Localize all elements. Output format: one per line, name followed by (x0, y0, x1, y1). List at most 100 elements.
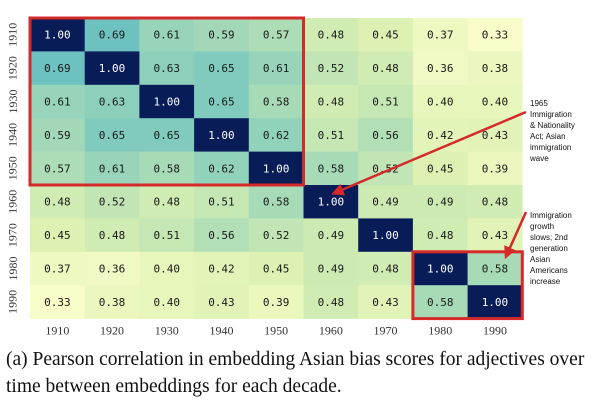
cell-value-label: 0.58 (318, 162, 345, 175)
x-tick-label: 1960 (319, 324, 343, 338)
heatmap-cell (194, 18, 250, 52)
highlight-layer (28, 16, 524, 321)
cell-value-label: 0.57 (44, 162, 71, 175)
cell-value-label: 0.61 (263, 62, 290, 75)
cell-value-label: 0.49 (427, 196, 454, 209)
cell-value-label: 0.38 (99, 296, 126, 309)
cell-value-label: 0.57 (263, 29, 290, 42)
cell-value-label: 0.43 (208, 296, 235, 309)
heatmap-cell (194, 151, 250, 186)
heatmap-cell (467, 151, 523, 186)
heatmap-cell (139, 118, 195, 152)
heatmap-cell (30, 251, 85, 286)
heatmap-cell (84, 285, 140, 319)
cell-value-label: 0.39 (482, 162, 509, 175)
heatmap-cell (139, 185, 195, 219)
heatmap-cell (358, 218, 414, 253)
cell-value-label: 0.36 (99, 263, 126, 276)
heatmap-cell (84, 251, 140, 286)
cell-value-label: 0.49 (372, 196, 399, 209)
heatmap-cell (467, 285, 523, 319)
cell-value-label: 0.56 (372, 129, 399, 142)
heatmap-cell (303, 185, 359, 219)
cell-value-label: 0.49 (318, 229, 345, 242)
heatmap-cell (139, 218, 195, 253)
cell-value-label: 0.52 (263, 229, 290, 242)
figure-caption: (a) Pearson correlation in embedding Asi… (6, 349, 585, 397)
heatmap-cell (139, 285, 195, 319)
cell-value-label: 0.56 (208, 229, 235, 242)
cell-value-label: 0.49 (318, 263, 345, 276)
heatmap-cell (139, 51, 195, 86)
cell-value-label: 0.65 (208, 62, 235, 75)
heatmap-cell (84, 84, 140, 119)
heatmap-cell (30, 18, 85, 52)
heatmap-cell (412, 51, 468, 86)
y-tick-label: 1980 (6, 257, 20, 281)
cell-value-label: 0.48 (154, 196, 181, 209)
heatmap-cell (30, 118, 85, 152)
x-tick-label: 1910 (45, 324, 69, 338)
cell-value-label: 0.51 (208, 196, 235, 209)
heatmap-cell (84, 18, 140, 52)
cell-value-label: 0.58 (263, 196, 290, 209)
cell-value-label: 1.00 (427, 263, 454, 276)
cell-value-label: 0.69 (99, 29, 126, 42)
ticks-layer: 1910 1920 1930 1940 1950 1960 1970 1980 1990 1910… (6, 23, 507, 338)
cell-value-label: 0.36 (427, 62, 454, 75)
cell-value-label: 0.52 (318, 62, 345, 75)
cell-value-label: 0.48 (372, 263, 399, 276)
cell-value-label: 0.40 (482, 96, 509, 109)
annotation-text: Immigration growth slows; 2nd generation Asi… (530, 211, 572, 286)
cell-value-label: 0.38 (482, 62, 509, 75)
heatmap-cell (358, 51, 414, 86)
cell-value-label: 0.62 (263, 129, 290, 142)
cell-value-label: 0.48 (427, 229, 454, 242)
cell-value-label: 0.43 (372, 296, 399, 309)
highlight-box (28, 16, 305, 187)
heatmap-cell (303, 84, 359, 119)
annotation-text: 1965 Immigration & Nationality Act; Asian im… (529, 99, 575, 163)
cell-value-label: 0.58 (154, 162, 181, 175)
heatmap-cell (467, 185, 523, 219)
heatmap-cell (84, 185, 140, 219)
cell-value-label: 0.58 (263, 96, 290, 109)
x-tick-label: 1970 (374, 324, 398, 338)
heatmap-cell (248, 251, 304, 286)
cell-value-label: 0.37 (44, 263, 71, 276)
cell-value-label: 0.48 (372, 62, 399, 75)
heatmap-cell (248, 151, 304, 186)
heatmap-cell (303, 251, 359, 286)
correlation-heatmap: 1.00 0.69 0.61 0.59 0.57 0.48 0.45 0.37 0.33 0.69… (6, 16, 575, 338)
heatmap-cell (303, 151, 359, 186)
cell-value-label: 0.63 (154, 62, 181, 75)
cell-value-label: 1.00 (154, 96, 181, 109)
heatmap-cell (84, 218, 140, 253)
heatmap-cell (248, 118, 304, 152)
heatmap-cell (194, 218, 250, 253)
x-tick-label: 1980 (428, 324, 452, 338)
heatmap-cell (358, 84, 414, 119)
heatmap-cell (358, 185, 414, 219)
cell-value-label: 0.48 (99, 229, 126, 242)
cell-value-label: 0.45 (263, 263, 290, 276)
heatmap-cell (467, 84, 523, 119)
heatmap-cell (412, 118, 468, 152)
cell-value-label: 0.42 (427, 129, 454, 142)
cell-value-label: 0.61 (44, 96, 71, 109)
heatmap-cell (467, 51, 523, 86)
heatmap-cell (358, 118, 414, 152)
heatmap-cell (30, 84, 85, 119)
cell-value-label: 0.43 (482, 129, 509, 142)
cell-value-label: 0.48 (482, 196, 509, 209)
heatmap-cell (358, 285, 414, 319)
cell-value-label: 0.51 (318, 129, 345, 142)
cell-value-label: 0.58 (482, 263, 509, 276)
cell-value-label: 0.61 (154, 29, 181, 42)
y-tick-label: 1930 (6, 90, 20, 114)
annotation-arrow (504, 211, 528, 260)
y-tick-label: 1920 (6, 56, 20, 80)
cell-value-label: 0.48 (318, 29, 345, 42)
heatmap-cell (194, 84, 250, 119)
